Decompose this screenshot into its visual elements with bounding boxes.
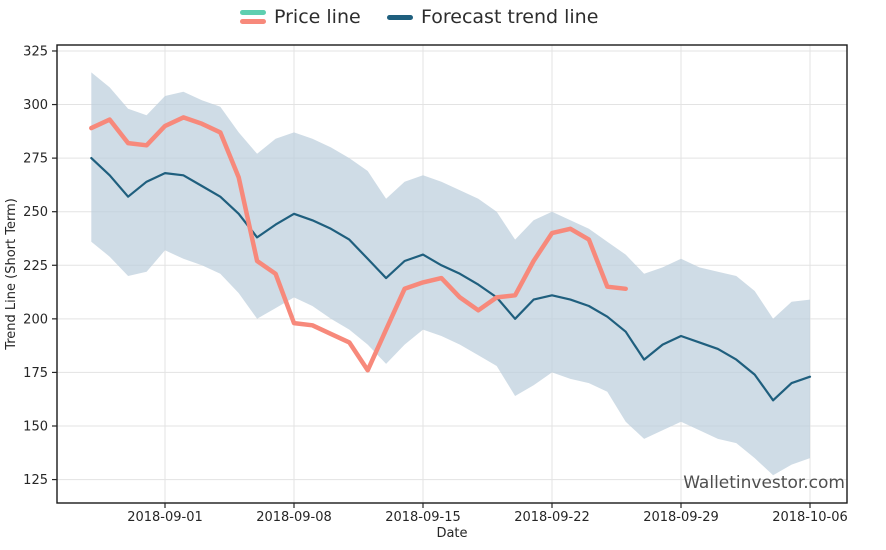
y-tick-label: 300	[23, 98, 48, 113]
price-line-swatch-icon	[240, 10, 266, 25]
x-tick-label: 2018-09-01	[127, 510, 203, 525]
forecast-trend-line-path	[90, 157, 812, 402]
x-tick-label: 2018-09-22	[514, 510, 590, 525]
x-tick-label: 2018-10-06	[772, 510, 848, 525]
legend-item-price-line: Price line	[240, 7, 361, 28]
axes-layer: 125 150 175 200 225 250 275 300 325 2018-09-01 201…	[23, 44, 848, 525]
price-line-path	[89, 115, 628, 373]
y-tick-label: 175	[23, 366, 48, 381]
watermark: Walletinvestor.com	[683, 473, 845, 493]
legend-item-forecast-trend-line: Forecast trend line	[387, 7, 598, 28]
y-axis-title: Trend Line (Short Term)	[4, 198, 19, 351]
x-tick-label: 2018-09-15	[385, 510, 461, 525]
price-line-color-bar-salmon	[240, 19, 266, 25]
x-tick-label: 2018-09-29	[643, 510, 719, 525]
price-line-color-bar-teal	[240, 10, 266, 16]
forecast-trend-line-color-bar	[387, 14, 413, 20]
x-axis-title: Date	[436, 526, 467, 541]
confidence-band	[91, 72, 811, 476]
y-tick-label: 125	[23, 473, 48, 488]
legend: Price line Forecast trend line	[0, 0, 886, 36]
confidence-band-layer	[91, 72, 811, 476]
y-tick-label: 250	[23, 205, 48, 220]
y-tick-label: 275	[23, 152, 48, 167]
x-tick-label: 2018-09-08	[256, 510, 332, 525]
y-tick-label: 225	[23, 259, 48, 274]
y-tick-label: 150	[23, 420, 48, 435]
plot-border	[56, 44, 848, 504]
legend-label-forecast-trend-line: Forecast trend line	[421, 6, 599, 28]
series-layer	[89, 115, 812, 402]
legend-label-price-line: Price line	[274, 6, 361, 28]
y-tick-label: 325	[23, 44, 48, 59]
y-tick-label: 200	[23, 312, 48, 327]
